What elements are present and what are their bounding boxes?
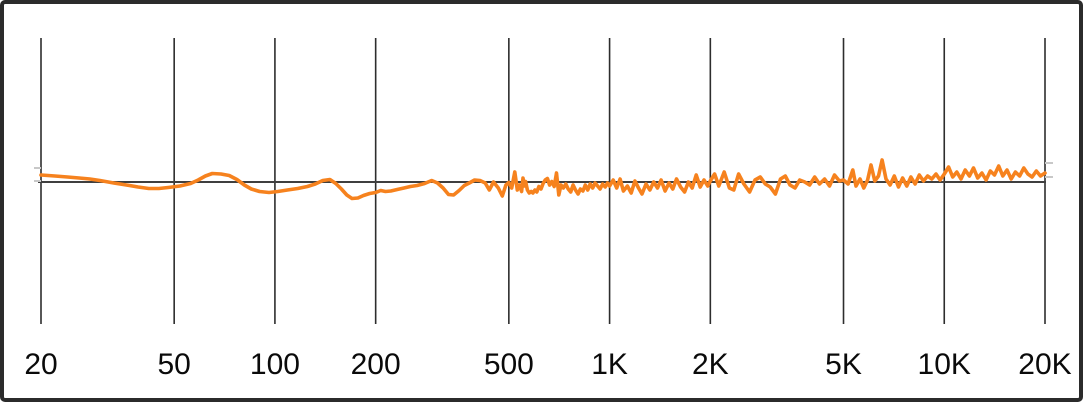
x-tick-label: 1K: [591, 348, 628, 381]
x-tick-label: 500: [484, 348, 534, 381]
x-tick-label: 200: [351, 348, 401, 381]
x-tick-label: 20K: [1018, 348, 1071, 381]
response-curve: [39, 158, 1047, 201]
x-tick-label: 20: [24, 348, 57, 381]
x-tick-label: 50: [157, 348, 190, 381]
x-tick-label: 5K: [825, 348, 862, 381]
x-tick-label: 2K: [692, 348, 729, 381]
x-tick-label: 10K: [918, 348, 971, 381]
x-tick-label: 100: [250, 348, 300, 381]
